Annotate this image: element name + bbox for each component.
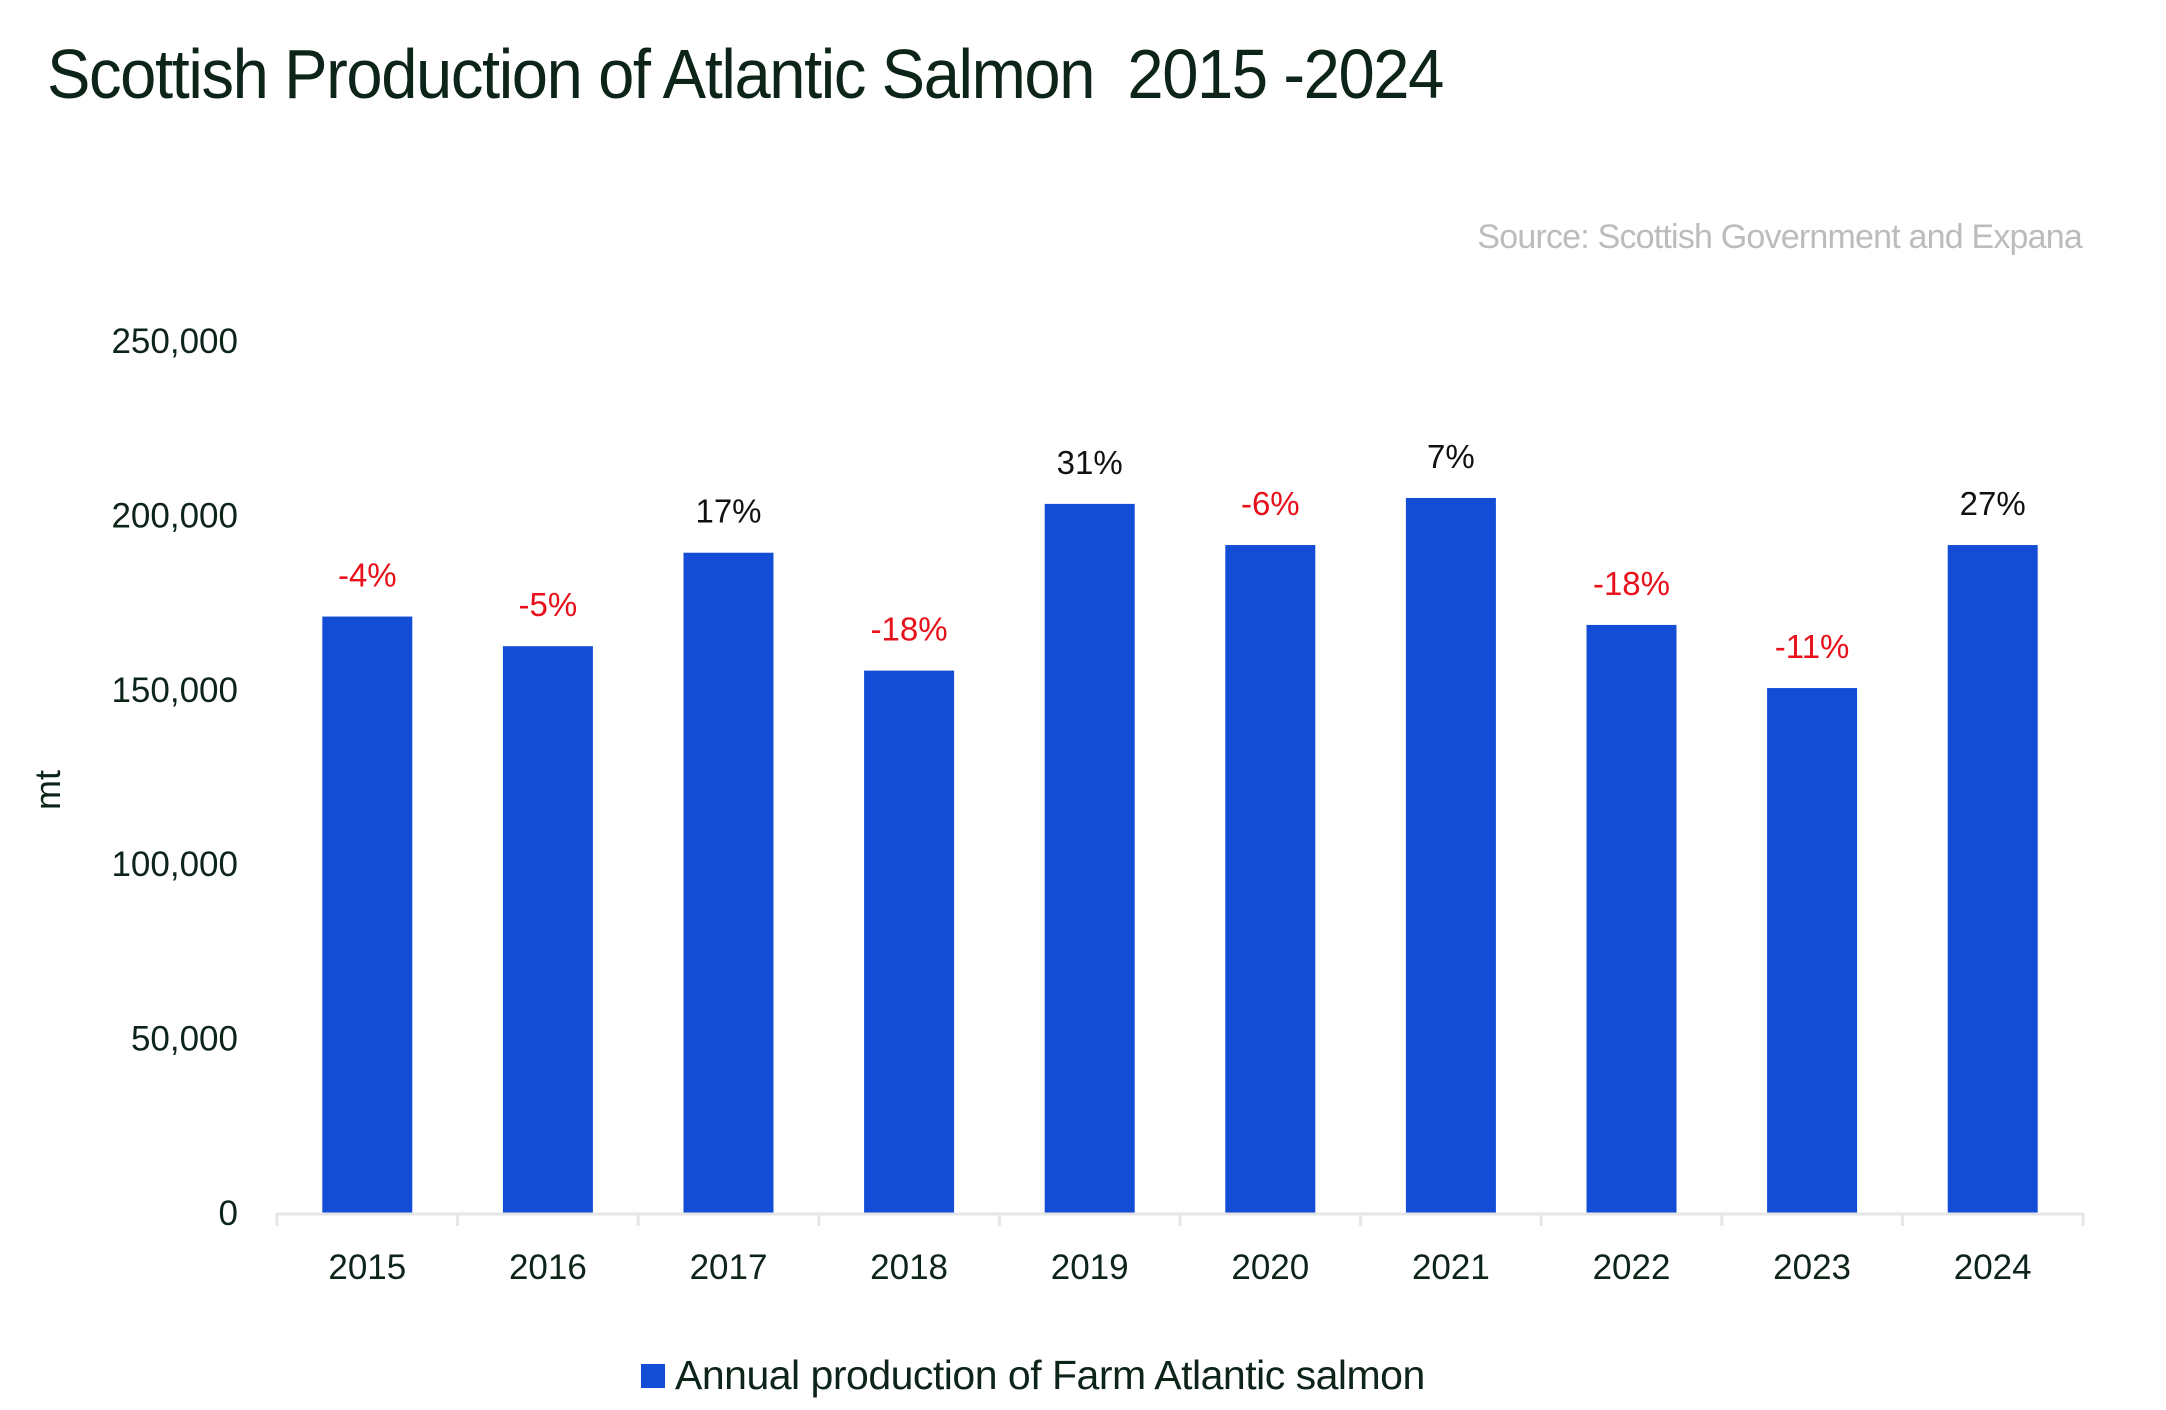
x-tick-label: 2020 bbox=[1231, 1248, 1309, 1287]
x-tick-label: 2021 bbox=[1412, 1248, 1490, 1287]
source-note: Source: Scottish Government and Expana bbox=[1477, 218, 2082, 256]
bars bbox=[322, 497, 2038, 1214]
data-label: -6% bbox=[1241, 485, 1300, 522]
data-label: 17% bbox=[695, 493, 761, 530]
y-tick-label: 150,000 bbox=[111, 671, 238, 710]
x-tick-label: 2017 bbox=[690, 1248, 768, 1287]
y-tick-label: 100,000 bbox=[111, 845, 238, 884]
x-tick-label: 2022 bbox=[1593, 1248, 1671, 1287]
legend: Annual production of Farm Atlantic salmo… bbox=[641, 1352, 1425, 1399]
y-tick-label: 0 bbox=[219, 1194, 238, 1233]
bar-2018 bbox=[864, 670, 955, 1213]
data-label: -5% bbox=[519, 586, 578, 623]
x-tick-label: 2016 bbox=[509, 1248, 587, 1287]
x-tick-label: 2024 bbox=[1954, 1248, 2032, 1287]
bar-2021 bbox=[1405, 497, 1496, 1214]
x-axis: 2015 2016 2017 2018 2019 2020 2021 2022 2023 2024 bbox=[275, 1212, 2085, 1287]
data-label: 31% bbox=[1057, 444, 1123, 481]
legend-swatch bbox=[641, 1363, 665, 1388]
y-tick-label: 50,000 bbox=[131, 1020, 238, 1059]
data-label: 27% bbox=[1960, 485, 2026, 522]
bar-2019 bbox=[1044, 503, 1135, 1213]
x-tick-label: 2023 bbox=[1773, 1248, 1851, 1287]
data-label: -11% bbox=[1775, 628, 1850, 665]
legend-label: Annual production of Farm Atlantic salmo… bbox=[675, 1352, 1425, 1398]
bar-2024 bbox=[1947, 545, 2038, 1213]
data-labels: -4% -5% 17% -18% 31% -6% 7% -18% -11% 27% bbox=[338, 438, 2026, 665]
bar-2020 bbox=[1225, 545, 1316, 1213]
bar-2023 bbox=[1767, 688, 1858, 1213]
bar-2017 bbox=[683, 552, 774, 1213]
x-tick-label: 2018 bbox=[870, 1248, 948, 1287]
data-label: -18% bbox=[871, 611, 948, 648]
data-label: -4% bbox=[338, 557, 397, 594]
x-tick-label: 2019 bbox=[1051, 1248, 1129, 1287]
chart-title: Scottish Production of Atlantic Salmon 2… bbox=[47, 35, 1444, 113]
data-label: -18% bbox=[1593, 565, 1670, 602]
bar-2015 bbox=[322, 616, 413, 1213]
y-tick-label: 200,000 bbox=[111, 496, 238, 535]
bar-2022 bbox=[1586, 624, 1677, 1213]
x-tick-label: 2015 bbox=[328, 1248, 406, 1287]
y-tick-label: 250,000 bbox=[111, 322, 238, 361]
data-label: 7% bbox=[1427, 438, 1475, 475]
y-axis: 0 50,000 100,000 150,000 200,000 250,000 bbox=[111, 322, 238, 1233]
y-axis-title: mt bbox=[27, 770, 68, 810]
bar-2016 bbox=[502, 646, 593, 1213]
